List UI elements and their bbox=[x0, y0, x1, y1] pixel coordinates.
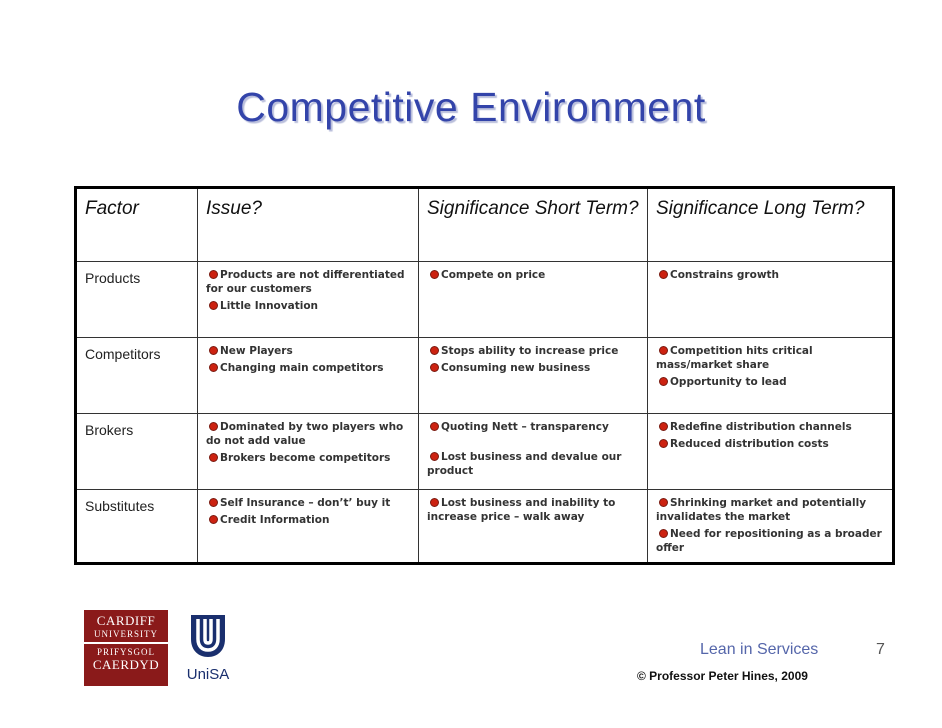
list-item: Quoting Nett – transparency bbox=[427, 420, 639, 434]
bullet-icon bbox=[209, 270, 218, 279]
header-short-term: Significance Short Term? bbox=[418, 187, 648, 262]
list-item: Compete on price bbox=[427, 268, 639, 282]
list-item: New Players bbox=[206, 344, 410, 358]
bullet-icon bbox=[659, 439, 668, 448]
bullet-icon bbox=[659, 377, 668, 386]
header-factor: Factor bbox=[75, 187, 198, 262]
bullet-icon bbox=[209, 515, 218, 524]
bullet-icon bbox=[430, 363, 439, 372]
issue-cell: Dominated by two players who do not add … bbox=[197, 413, 419, 490]
list-item: Consuming new business bbox=[427, 361, 639, 375]
list-item: Brokers become competitors bbox=[206, 451, 410, 465]
issue-cell: Products are not differentiated for our … bbox=[197, 261, 419, 338]
copyright-notice: © Professor Peter Hines, 2009 bbox=[637, 669, 808, 683]
list-item: Changing main competitors bbox=[206, 361, 410, 375]
bullet-icon bbox=[209, 301, 218, 310]
bullet-icon bbox=[209, 363, 218, 372]
list-item: Constrains growth bbox=[656, 268, 884, 282]
unisa-logo: UniSA bbox=[178, 613, 238, 683]
short-term-cell: Compete on price bbox=[418, 261, 648, 338]
bullet-icon bbox=[659, 529, 668, 538]
slide-title: Competitive Environment bbox=[236, 84, 706, 130]
list-item: Stops ability to increase price bbox=[427, 344, 639, 358]
table-row: Brokers Dominated by two players who do … bbox=[75, 413, 894, 490]
list-item: Lost business and inability to increase … bbox=[427, 497, 616, 523]
competitive-environment-table: Factor Issue? Significance Short Term? S… bbox=[74, 186, 895, 565]
bullet-icon bbox=[430, 346, 439, 355]
short-term-cell: Quoting Nett – transparency Lost busines… bbox=[418, 413, 648, 490]
bullet-icon bbox=[659, 422, 668, 431]
table-header-row: Factor Issue? Significance Short Term? S… bbox=[75, 187, 894, 262]
list-item: Self Insurance – don’t’ buy it bbox=[206, 496, 410, 510]
bullet-icon bbox=[430, 422, 439, 431]
factor-cell: Competitors bbox=[75, 337, 198, 414]
bullet-icon bbox=[209, 422, 218, 431]
bullet-icon bbox=[209, 453, 218, 462]
bullet-icon bbox=[659, 346, 668, 355]
cardiff-university-logo: CARDIFF UNIVERSITY PRIFYSGOL CAERDYD bbox=[84, 610, 168, 686]
list-item: Shrinking market and potentially invalid… bbox=[656, 497, 867, 523]
short-term-cell: Lost business and inability to increase … bbox=[418, 489, 648, 564]
list-item: Competition hits critical mass/market sh… bbox=[656, 345, 813, 371]
bullet-icon bbox=[209, 498, 218, 507]
long-term-cell: Redefine distribution channels Reduced d… bbox=[647, 413, 894, 490]
list-item: Need for repositioning as a broader offe… bbox=[656, 528, 882, 554]
header-long-term: Significance Long Term? bbox=[647, 187, 894, 262]
unisa-emblem-icon bbox=[191, 615, 225, 657]
list-item: Credit Information bbox=[206, 513, 410, 527]
bullet-icon bbox=[430, 270, 439, 279]
long-term-cell: Shrinking market and potentially invalid… bbox=[647, 489, 894, 564]
list-item: Reduced distribution costs bbox=[656, 437, 884, 451]
list-item: Redefine distribution channels bbox=[656, 420, 884, 434]
factor-cell: Brokers bbox=[75, 413, 198, 490]
footer-lean-in-services: Lean in Services bbox=[700, 641, 819, 658]
header-issue: Issue? bbox=[197, 187, 419, 262]
long-term-cell: Constrains growth bbox=[647, 261, 894, 338]
issue-cell: Self Insurance – don’t’ buy it Credit In… bbox=[197, 489, 419, 564]
table-row: Products Products are not differentiated… bbox=[75, 261, 894, 338]
table-row: Substitutes Self Insurance – don’t’ buy … bbox=[75, 489, 894, 564]
bullet-icon bbox=[659, 270, 668, 279]
list-item: Dominated by two players who do not add … bbox=[206, 421, 404, 447]
page-number: 7 bbox=[876, 641, 885, 658]
bullet-icon bbox=[209, 346, 218, 355]
factor-cell: Substitutes bbox=[75, 489, 198, 564]
long-term-cell: Competition hits critical mass/market sh… bbox=[647, 337, 894, 414]
factor-cell: Products bbox=[75, 261, 198, 338]
list-item: Products are not differentiated for our … bbox=[206, 269, 405, 295]
short-term-cell: Stops ability to increase price Consumin… bbox=[418, 337, 648, 414]
issue-cell: New Players Changing main competitors bbox=[197, 337, 419, 414]
bullet-icon bbox=[659, 498, 668, 507]
list-item: Opportunity to lead bbox=[656, 375, 884, 389]
bullet-icon bbox=[430, 452, 439, 461]
list-item: Lost business and devalue our product bbox=[427, 451, 622, 477]
table-row: Competitors New Players Changing main co… bbox=[75, 337, 894, 414]
bullet-icon bbox=[430, 498, 439, 507]
list-item: Little Innovation bbox=[206, 299, 410, 313]
